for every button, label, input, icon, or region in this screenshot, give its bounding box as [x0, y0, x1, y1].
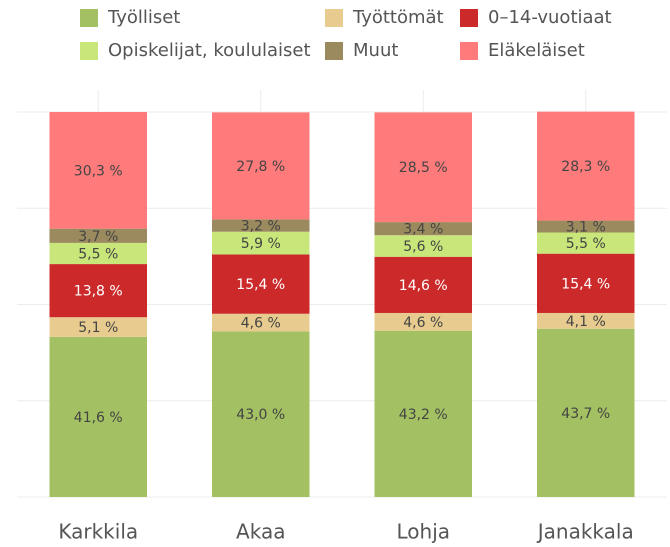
bar-segment: [374, 235, 472, 257]
legend-label: Työlliset: [107, 7, 180, 28]
data-label: 5,9 %: [241, 236, 281, 252]
data-label: 41,6 %: [74, 410, 123, 426]
legend-swatch: [460, 42, 478, 60]
legend-label: Eläkeläiset: [488, 40, 585, 61]
bar-segment: [49, 336, 147, 497]
legend-swatch: [325, 9, 343, 27]
bar-segment: [374, 330, 472, 497]
data-label: 5,5 %: [78, 246, 118, 262]
data-label: 5,6 %: [403, 239, 443, 255]
data-label: 3,1 %: [566, 220, 606, 236]
data-label: 27,8 %: [236, 159, 285, 175]
legend-swatch: [325, 42, 343, 60]
bar-segment: [49, 228, 147, 243]
data-label: 28,3 %: [561, 159, 610, 175]
data-label: 4,1 %: [566, 314, 606, 330]
bar-segment: [212, 331, 310, 497]
data-label: 3,4 %: [403, 222, 443, 238]
bar-segment: [212, 231, 310, 255]
bar-segment: [374, 222, 472, 236]
x-tick-label: Lohja: [396, 520, 450, 544]
bar-segment: [212, 219, 310, 232]
data-label: 43,7 %: [561, 406, 610, 422]
data-label: 13,8 %: [74, 284, 123, 300]
bar-segment: [374, 256, 472, 313]
legend-label: Muut: [353, 40, 398, 61]
legend-swatch: [80, 9, 98, 27]
legend-swatch: [460, 9, 478, 27]
bar-segment: [49, 264, 147, 318]
bar-segment: [537, 220, 635, 233]
bar-segment: [537, 253, 635, 313]
legend-swatch: [80, 42, 98, 60]
data-label: 14,6 %: [399, 278, 448, 294]
data-label: 4,6 %: [241, 316, 281, 332]
bar-segment: [49, 242, 147, 265]
bar-segment: [537, 111, 635, 221]
bar-segment: [212, 112, 310, 220]
bar-segment: [374, 112, 472, 223]
legend-label: 0–14-vuotiaat: [488, 7, 612, 28]
data-label: 30,3 %: [74, 163, 123, 179]
bar-segment: [374, 312, 472, 331]
data-label: 5,1 %: [78, 320, 118, 336]
data-label: 4,6 %: [403, 315, 443, 331]
data-label: 15,4 %: [236, 277, 285, 293]
data-label: 3,7 %: [78, 229, 118, 245]
bar-segment: [537, 328, 635, 497]
bar-segment: [537, 232, 635, 254]
data-label: 43,0 %: [236, 407, 285, 423]
legend-label: Opiskelijat, koululaiset: [108, 40, 311, 61]
data-label: 43,2 %: [399, 407, 448, 423]
legend-label: Työttömät: [352, 7, 444, 28]
data-label: 3,2 %: [241, 219, 281, 235]
data-label: 28,5 %: [399, 160, 448, 176]
x-tick-label: Janakkala: [536, 520, 634, 544]
data-label: 5,5 %: [566, 236, 606, 252]
bar-segment: [49, 112, 147, 229]
x-tick-label: Karkkila: [58, 520, 138, 544]
bar-segment: [212, 254, 310, 314]
bar-segment: [49, 317, 147, 337]
x-tick-label: Akaa: [236, 520, 285, 544]
bar-segment: [212, 313, 310, 332]
bar-segment: [537, 312, 635, 329]
data-label: 15,4 %: [561, 276, 610, 292]
